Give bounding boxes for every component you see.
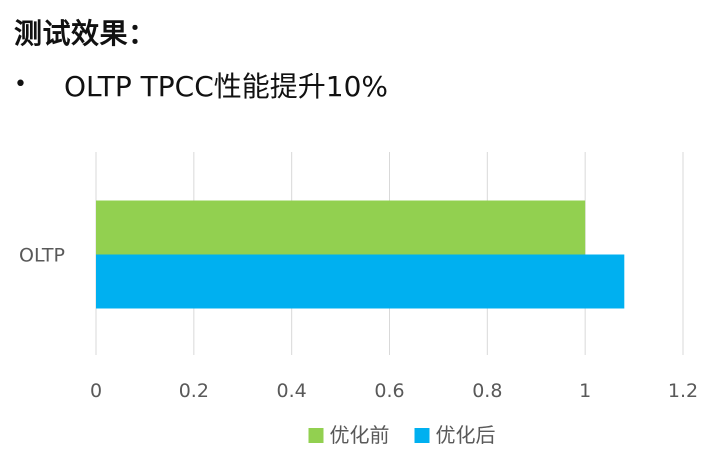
- bars: [96, 200, 625, 309]
- bullet-text: OLTP TPCC性能提升10%: [64, 70, 388, 103]
- x-tick-label: 1.2: [668, 380, 698, 402]
- x-axis-tick-labels: 0 0.2 0.4 0.6 0.8 1 1.2: [90, 380, 698, 402]
- legend-swatch: [308, 428, 324, 443]
- bar-before: [96, 200, 586, 255]
- x-tick-label: 0.4: [277, 380, 307, 402]
- x-tick-label: 1: [579, 380, 591, 402]
- bullet-marker: •: [14, 71, 27, 97]
- x-tick-label: 0.8: [472, 380, 502, 402]
- legend-label: 优化后: [436, 423, 496, 447]
- legend-swatch: [414, 428, 430, 443]
- slide-heading: 测试效果：: [14, 17, 157, 50]
- category-label: OLTP: [19, 245, 65, 267]
- legend: 优化前 优化后: [308, 423, 496, 447]
- x-tick-label: 0: [90, 380, 102, 402]
- y-axis-category-labels: OLTP: [19, 245, 65, 267]
- bar-after: [96, 254, 625, 309]
- bullet-item: • OLTP TPCC性能提升10%: [14, 70, 388, 104]
- x-tick-label: 0.6: [374, 380, 404, 402]
- legend-label: 优化前: [330, 423, 390, 447]
- x-tick-label: 0.2: [179, 380, 209, 402]
